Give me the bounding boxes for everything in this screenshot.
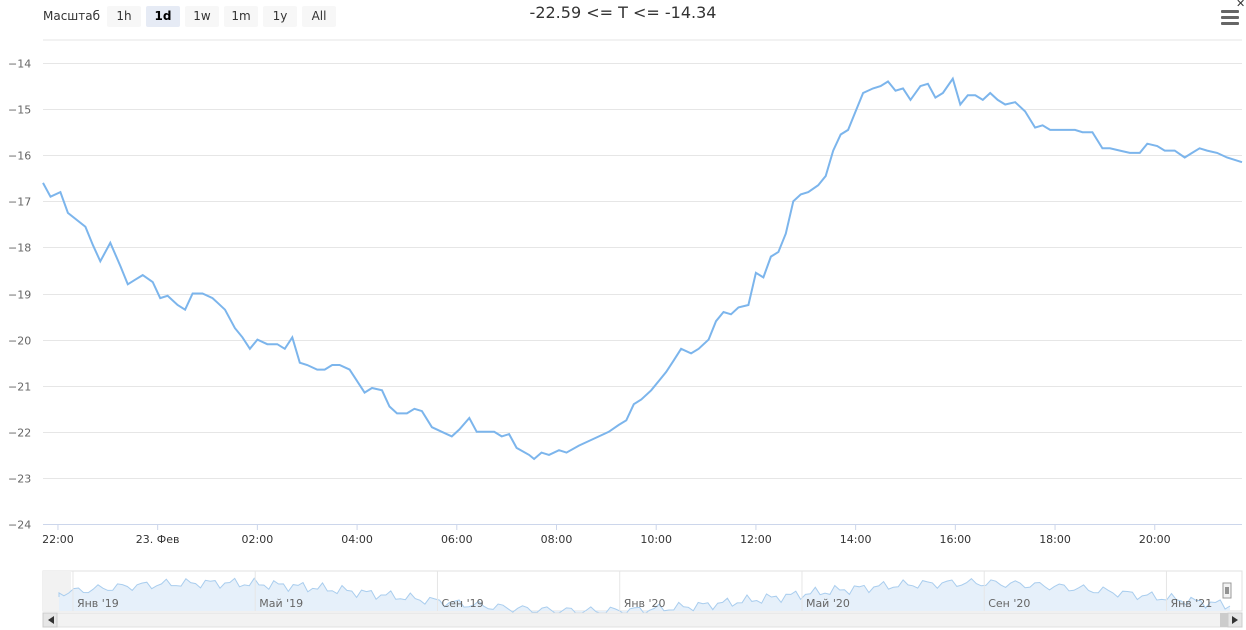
zoom-button-1m[interactable]: 1m <box>224 5 259 27</box>
zoom-button-1y[interactable]: 1y <box>263 5 298 27</box>
navigator-label: Янв '21 <box>1170 597 1212 610</box>
zoom-button-1d[interactable]: 1d <box>146 5 181 27</box>
zoom-label: Масштаб <box>43 9 101 23</box>
x-tick-label: 04:00 <box>341 533 373 546</box>
y-axis: −14 −15 −16 −17 −18 −19 −20 −21 −22 −23 −24 <box>8 58 31 532</box>
x-tick-label: 02:00 <box>242 533 274 546</box>
y-tick-label: −22 <box>8 427 31 440</box>
y-tick-label: −21 <box>8 381 31 394</box>
scrollbar-thumb[interactable] <box>1220 613 1228 627</box>
navigator-line <box>58 577 1231 616</box>
x-axis: 22:00 23. Фев 02:00 04:00 06:00 08:00 10:00 12:… <box>42 524 1171 546</box>
y-tick-label: −17 <box>8 196 31 209</box>
navigator-label: Янв '19 <box>77 597 119 610</box>
navigator: Янв '19 Май '19 Сен '19 Янв '20 Май '20 Сен '… <box>42 570 1243 628</box>
x-tick-label: 16:00 <box>939 533 971 546</box>
navigator-label: Янв '20 <box>624 597 666 610</box>
navigator-area <box>59 578 1230 615</box>
y-tick-label: −19 <box>8 289 31 302</box>
grid-lines <box>43 39 1242 525</box>
range-selector: Масштаб 1h 1d 1w 1m 1y All <box>43 4 337 28</box>
x-tick-label: 23. Фев <box>136 533 180 546</box>
y-tick-label: −14 <box>8 58 31 71</box>
x-tick-label: 14:00 <box>840 533 872 546</box>
y-tick-label: −24 <box>8 519 31 532</box>
zoom-button-all[interactable]: All <box>302 5 337 27</box>
hamburger-menu-icon[interactable] <box>1219 7 1241 27</box>
y-tick-label: −16 <box>8 150 31 163</box>
navigator-label: Сен '20 <box>988 597 1030 610</box>
series-line-temperature <box>42 76 1243 461</box>
x-tick-label: 08:00 <box>541 533 573 546</box>
y-tick-label: −23 <box>8 473 31 486</box>
x-tick-label: 12:00 <box>740 533 772 546</box>
navigator-handle-left[interactable] <box>1222 582 1232 599</box>
scrollbar-track[interactable] <box>42 612 1243 628</box>
y-tick-label: −15 <box>8 104 31 117</box>
chevron-left-icon <box>48 616 54 624</box>
y-tick-label: −20 <box>8 335 31 348</box>
x-tick-label: 10:00 <box>640 533 672 546</box>
zoom-button-1h[interactable]: 1h <box>107 5 142 27</box>
navigator-label: Май '19 <box>259 597 303 610</box>
x-tick-label: 22:00 <box>42 533 74 546</box>
y-tick-label: −18 <box>8 242 31 255</box>
zoom-button-1w[interactable]: 1w <box>185 5 220 27</box>
navigator-label: Май '20 <box>806 597 850 610</box>
navigator-label: Сен '19 <box>441 597 483 610</box>
chart-title: -22.59 <= T <= -14.34 <box>529 3 717 22</box>
x-tick-label: 18:00 <box>1039 533 1071 546</box>
x-tick-label: 20:00 <box>1139 533 1171 546</box>
x-tick-label: 06:00 <box>441 533 473 546</box>
chevron-right-icon <box>1232 616 1238 624</box>
close-icon[interactable]: ✕ <box>1236 0 1246 10</box>
